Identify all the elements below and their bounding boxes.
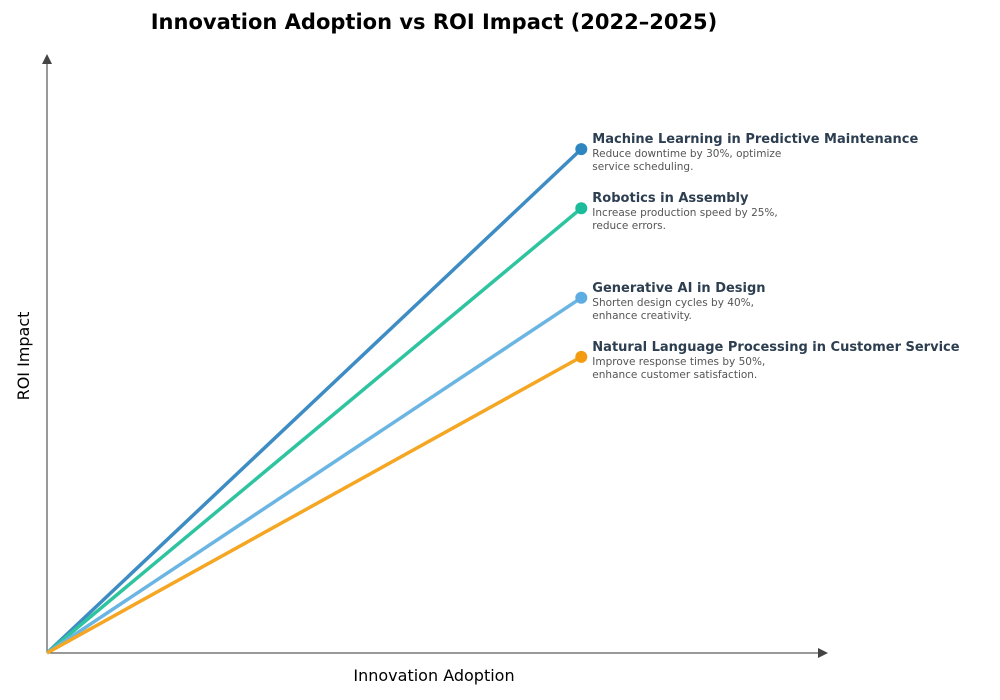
series-3: Natural Language Processing in Customer … (46, 340, 960, 655)
y-axis-label: ROI Impact (14, 312, 33, 401)
series-line (45, 206, 583, 655)
annotation-description: Reduce downtime by 30%, optimize (592, 148, 781, 160)
annotation-description: Improve response times by 50%, (592, 356, 765, 368)
annotation-description: enhance creativity. (592, 310, 692, 322)
annotation-title: Machine Learning in Predictive Maintenan… (592, 132, 918, 147)
chart-title: Innovation Adoption vs ROI Impact (2022–… (150, 10, 718, 34)
series-line (46, 296, 583, 655)
annotation-description: Shorten design cycles by 40%, (592, 297, 754, 309)
x-axis-label: Innovation Adoption (353, 666, 514, 685)
series-end-marker (575, 202, 588, 215)
series-end-marker (575, 143, 588, 156)
series-0: Machine Learning in Predictive Maintenan… (45, 132, 918, 655)
annotation-title: Natural Language Processing in Customer … (592, 340, 959, 355)
annotation-title: Robotics in Assembly (592, 191, 749, 206)
annotation-title: Generative AI in Design (592, 281, 765, 296)
series-end-marker (575, 291, 588, 304)
annotation-description: Increase production speed by 25%, (592, 207, 777, 219)
x-axis-arrow-icon (818, 648, 828, 658)
annotation-description: reduce errors. (592, 220, 666, 232)
y-axis-arrow-icon (42, 54, 52, 64)
series-line (45, 147, 583, 655)
series-line (46, 355, 583, 655)
series-end-marker (575, 350, 588, 363)
annotation-description: service scheduling. (592, 161, 693, 173)
annotation-description: enhance customer satisfaction. (592, 369, 757, 381)
